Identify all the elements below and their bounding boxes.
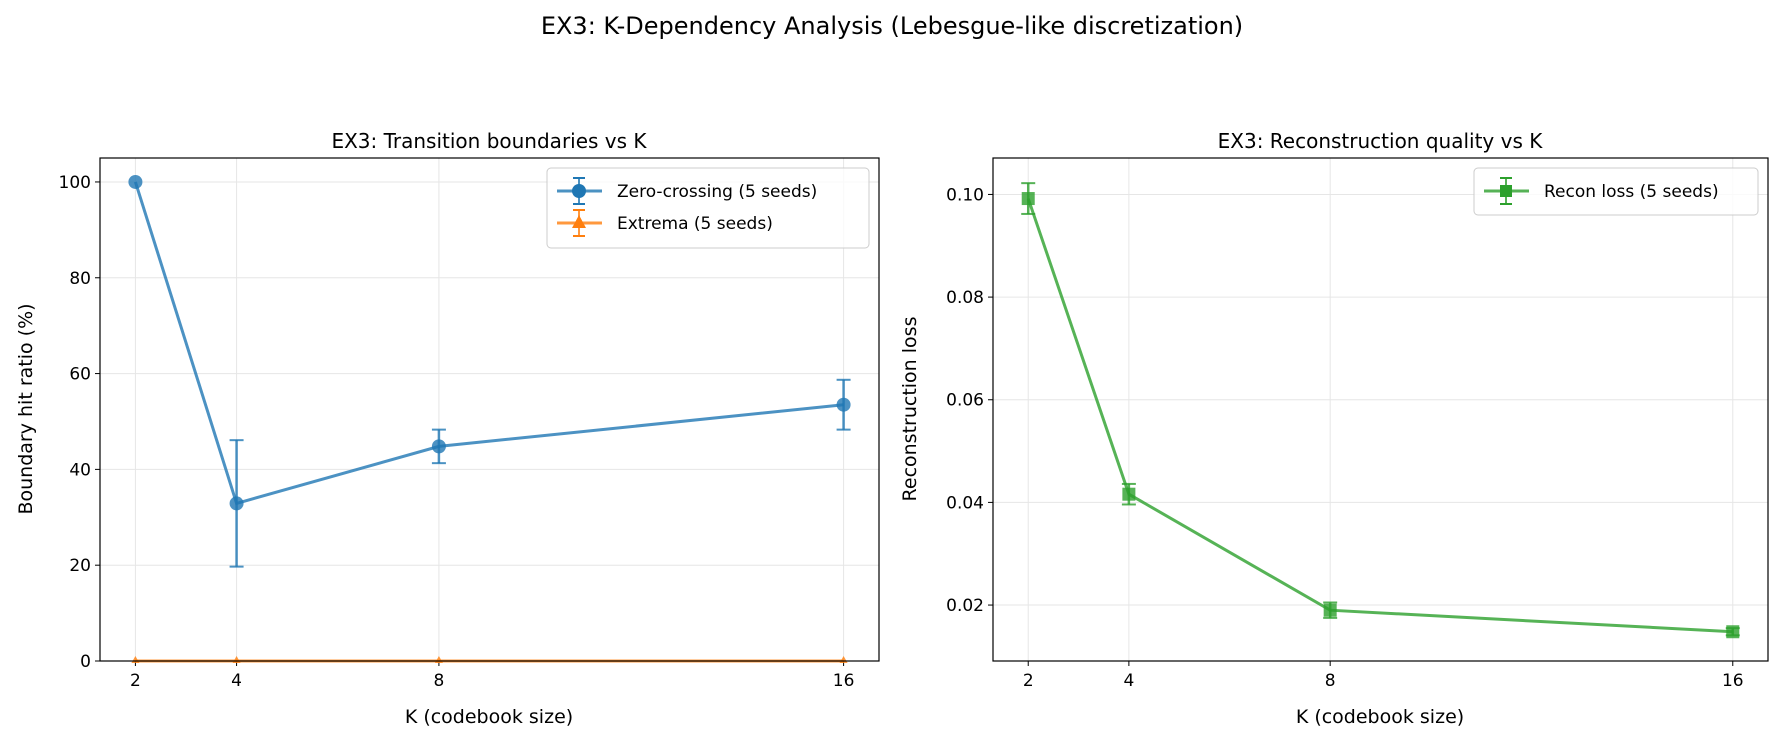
x-tick-label: 2 — [1023, 671, 1034, 691]
y-tick-label: 80 — [69, 269, 91, 289]
x-tick-label: 2 — [130, 671, 141, 691]
y-tick-label: 0.04 — [946, 493, 984, 513]
series-line — [133, 181, 844, 506]
legend: Recon loss (5 seeds) — [1473, 167, 1759, 216]
y-tick-label: 20 — [69, 556, 91, 576]
x-tick-label: 16 — [833, 671, 855, 691]
data-point — [836, 397, 851, 412]
left-subplot: EX3: Transition boundaries vs K K (codeb… — [15, 129, 880, 728]
y-tick-label: 0.08 — [946, 288, 984, 308]
data-point — [1323, 603, 1337, 617]
x-tick-label: 8 — [434, 671, 445, 691]
y-tick-label: 0.10 — [946, 185, 984, 205]
legend-marker-triangle-icon — [572, 215, 586, 228]
legend-marker-circle-icon — [572, 184, 586, 198]
data-point — [431, 439, 446, 454]
legend-label: Extrema (5 seeds) — [617, 214, 773, 234]
legend-label: Recon loss (5 seeds) — [1544, 182, 1719, 202]
left-x-axis-label: K (codebook size) — [405, 706, 573, 728]
x-tick-label: 8 — [1325, 671, 1336, 691]
right-subplot: EX3: Reconstruction quality vs K K (code… — [899, 129, 1769, 728]
y-tick-label: 0.06 — [946, 391, 984, 411]
legend-box — [1473, 167, 1759, 216]
left-y-axis-label: Boundary hit ratio (%) — [15, 303, 37, 514]
y-tick-label: 100 — [59, 173, 91, 193]
axes-frame — [99, 157, 880, 662]
data-point — [1726, 625, 1740, 639]
y-tick-label: 40 — [69, 460, 91, 480]
right-y-axis-label: Reconstruction loss — [899, 317, 921, 502]
data-point — [1021, 192, 1035, 206]
axes-frame — [992, 157, 1769, 662]
y-tick-label: 60 — [69, 365, 91, 385]
right-x-axis-label: K (codebook size) — [1296, 706, 1464, 728]
right-subplot-title: EX3: Reconstruction quality vs K — [1218, 129, 1544, 153]
legend: Zero-crossing (5 seeds) Extrema (5 seeds) — [546, 167, 870, 249]
legend-label: Zero-crossing (5 seeds) — [617, 182, 817, 202]
data-point — [128, 174, 143, 189]
x-tick-label: 4 — [231, 671, 242, 691]
data-point — [1122, 487, 1136, 501]
legend-box — [546, 167, 870, 249]
x-tick-label: 16 — [1722, 671, 1744, 691]
x-tick-label: 4 — [1123, 671, 1134, 691]
y-tick-label: 0 — [80, 652, 91, 672]
legend-marker-square-icon — [1500, 185, 1512, 197]
left-subplot-title: EX3: Transition boundaries vs K — [331, 129, 647, 153]
y-tick-label: 0.02 — [946, 596, 984, 616]
data-point — [229, 496, 244, 511]
series-line — [1026, 198, 1733, 634]
figure-suptitle: EX3: K-Dependency Analysis (Lebesgue-lik… — [541, 12, 1243, 40]
